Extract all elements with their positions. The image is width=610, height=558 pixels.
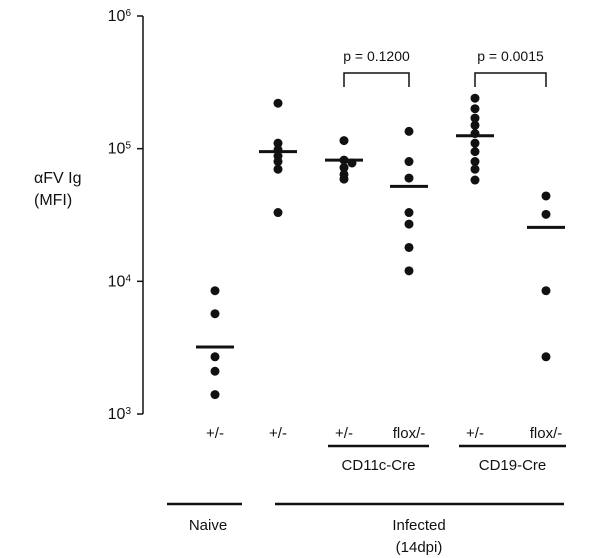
data-point [339,163,349,173]
x-tick-label: flox/- [530,425,563,442]
data-point [404,219,414,229]
x-tick-label: +/- [335,425,353,442]
genotype-label: CD19-Cre [479,457,547,474]
significance-bracket [474,72,547,87]
data-point [273,98,283,108]
genotype-labels: CD11c-Cre CD19-Cre [328,444,566,474]
data-point [404,242,414,252]
y-tick-label: 105 [108,140,132,158]
data-point [210,309,220,319]
data-point [541,286,551,296]
significance-bracket [343,72,410,87]
y-tick-label: 103 [108,406,132,424]
y-axis-title: αFV Ig (MFI) [34,168,81,212]
data-point [273,157,283,167]
data-point [210,286,220,296]
data-point [470,175,480,185]
mean-bars [196,134,565,349]
data-point [541,191,551,201]
condition-label: Infected [392,517,445,534]
data-point [470,113,480,123]
data-point [404,208,414,218]
significance-brackets: p = 0.1200 p = 0.0015 [343,48,547,87]
x-tick-labels: +/- +/- +/- flox/- +/- flox/- [206,425,562,442]
data-point [470,138,480,148]
y-axis-title-line2: (MFI) [34,192,73,209]
data-point [541,352,551,362]
data-point [339,136,349,146]
data-point [470,147,480,157]
data-point [470,120,480,130]
data-points [210,93,551,400]
data-point [541,209,551,219]
p-value-label: p = 0.1200 [343,48,410,64]
data-point [273,208,283,218]
data-point [470,157,480,167]
data-point [210,352,220,362]
data-point [470,93,480,103]
data-point [404,173,414,183]
data-point [210,366,220,376]
data-point [273,164,283,174]
y-ticks: 103 104 105 106 [108,8,143,424]
y-axis: 103 104 105 106 [108,8,144,424]
condition-labels: Naive Infected (14dpi) [167,502,564,556]
condition-sublabel: (14dpi) [396,539,443,556]
x-tick-label: flox/- [393,425,426,442]
genotype-label: CD11c-Cre [342,457,416,474]
data-point [339,174,349,184]
x-tick-label: +/- [466,425,484,442]
data-point [470,164,480,174]
p-value-label: p = 0.0015 [477,48,544,64]
data-point [470,104,480,114]
y-tick-label: 106 [108,8,132,26]
data-point [404,157,414,167]
data-point [210,390,220,400]
y-axis-title-line1: αFV Ig [34,170,82,187]
x-tick-label: +/- [269,425,287,442]
x-tick-label: +/- [206,425,224,442]
data-point [404,126,414,136]
y-tick-label: 104 [108,273,132,291]
condition-label: Naive [189,517,227,534]
data-point [404,266,414,276]
data-point [273,138,283,148]
